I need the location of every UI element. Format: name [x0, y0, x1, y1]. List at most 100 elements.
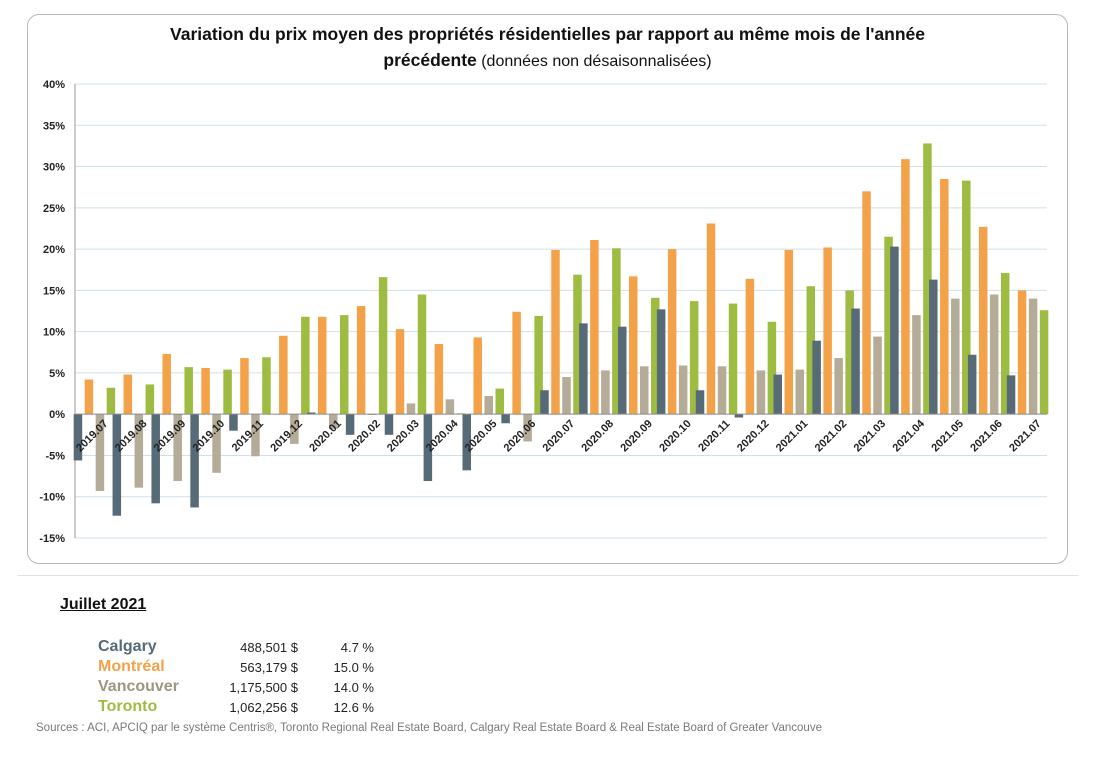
bar-vancouver [290, 414, 299, 444]
bar-montréal [434, 344, 444, 415]
bar-calgary [462, 414, 471, 471]
bar-vancouver [640, 366, 649, 415]
bar-toronto [767, 321, 777, 415]
x-tick-label: 2019.12 [268, 418, 305, 455]
bar-montréal [317, 316, 327, 415]
x-tick-label: 2020.09 [618, 418, 655, 455]
x-tick-label: 2021.03 [852, 418, 889, 455]
bar-montréal [512, 311, 521, 415]
x-tick-label: 2020.08 [579, 418, 616, 455]
city-name: Calgary [98, 638, 157, 655]
bar-vancouver [134, 414, 144, 488]
chart-note: (données non désaisonnalisées) [476, 53, 712, 70]
bar-vancouver [523, 414, 532, 442]
bar-chart: 40% 35% 30% 25% 20% 15% 10% 5% 0% -5% -10% -15% 2019… [39, 79, 1049, 545]
bar-toronto [884, 236, 893, 415]
city-name: Vancouver [98, 678, 179, 695]
x-tick-label: 2021.04 [890, 417, 927, 454]
bar-calgary [656, 309, 666, 415]
percent-change: 15.0 % [333, 660, 374, 675]
summary-row-vancouver: Vancouver 1,175,500 $ 14.0 % [98, 678, 398, 698]
bar-calgary [967, 354, 977, 415]
city-name: Toronto [98, 698, 158, 715]
bar-toronto [301, 316, 310, 415]
bar-montréal [667, 249, 677, 415]
bar-vancouver [1028, 298, 1038, 415]
bar-calgary [851, 308, 860, 415]
bar-montréal [123, 374, 133, 415]
x-tick-label: 2020.11 [696, 418, 732, 454]
bar-toronto [534, 315, 543, 415]
bar-vancouver [601, 370, 610, 415]
bar-montréal [201, 367, 210, 415]
bar-toronto [1000, 273, 1010, 415]
bar-calgary [190, 414, 199, 508]
bar-calgary [618, 326, 627, 415]
average-price: 563,179 $ [240, 660, 298, 675]
x-tick-label: 2021.02 [813, 418, 850, 455]
bar-calgary [229, 414, 238, 431]
bar-montréal [162, 353, 171, 415]
divider [18, 575, 1078, 576]
bar-calgary [773, 374, 783, 415]
bar-calgary [73, 414, 83, 461]
bar-toronto [495, 388, 504, 415]
bar-montréal [940, 178, 949, 415]
bar-montréal [473, 337, 482, 415]
chart-title-continuation: précédente [383, 50, 477, 70]
bar-vancouver [484, 396, 493, 415]
bar-montréal [240, 358, 249, 415]
bar-vancouver [951, 298, 960, 415]
bar-toronto [145, 384, 155, 415]
bar-toronto [923, 143, 932, 415]
percent-change: 12.6 % [333, 700, 374, 715]
y-tick-label: 35% [43, 120, 65, 132]
y-tick-label: 20% [43, 244, 65, 256]
summary-row-calgary: Calgary 488,501 $ 4.7 % [98, 638, 398, 658]
y-tick-label: 5% [49, 368, 65, 380]
bar-toronto [845, 290, 854, 415]
bar-vancouver [406, 403, 416, 415]
x-tick-label: 2020.10 [657, 418, 694, 455]
bar-toronto [689, 301, 699, 415]
bar-vancouver [95, 414, 105, 491]
bar-calgary [929, 279, 938, 415]
bar-calgary [890, 246, 899, 415]
bar-montréal [1017, 290, 1027, 415]
bar-calgary [579, 323, 588, 415]
y-tick-label: -10% [39, 492, 65, 504]
average-price: 488,501 $ [240, 640, 298, 655]
bar-vancouver [445, 399, 455, 415]
bar-montréal [395, 329, 405, 415]
y-tick-label: 40% [43, 79, 65, 91]
bar-calgary [695, 390, 705, 415]
summary-title: Juillet 2021 [60, 596, 147, 613]
chart-title: Variation du prix moyen des propriétés r… [170, 24, 925, 44]
bar-montréal [745, 278, 755, 415]
y-tick-label: -5% [45, 450, 65, 462]
bar-toronto [417, 294, 427, 415]
percent-change: 4.7 % [340, 640, 374, 655]
y-tick-label: 30% [43, 162, 65, 174]
bar-vancouver [212, 414, 221, 473]
bar-vancouver [173, 414, 182, 482]
bar-montréal [823, 247, 832, 415]
bar-vancouver [873, 336, 882, 415]
y-tick-label: 10% [43, 327, 65, 339]
bar-montréal [356, 306, 366, 415]
bar-montréal [978, 226, 988, 415]
percent-change: 14.0 % [333, 680, 374, 695]
average-price: 1,175,500 $ [229, 680, 298, 695]
bar-montréal [629, 276, 638, 415]
sources-note: Sources : ACI, APCIQ par le système Cent… [36, 722, 822, 734]
bar-toronto [728, 303, 738, 415]
bar-vancouver [678, 365, 688, 415]
y-tick-label: 25% [43, 203, 65, 215]
bar-calgary [384, 414, 394, 435]
bar-toronto [806, 286, 816, 415]
city-name: Montréal [98, 658, 165, 675]
bar-calgary [734, 414, 744, 418]
bar-toronto [573, 274, 582, 415]
bar-montréal [279, 335, 288, 415]
bar-montréal [901, 159, 910, 415]
